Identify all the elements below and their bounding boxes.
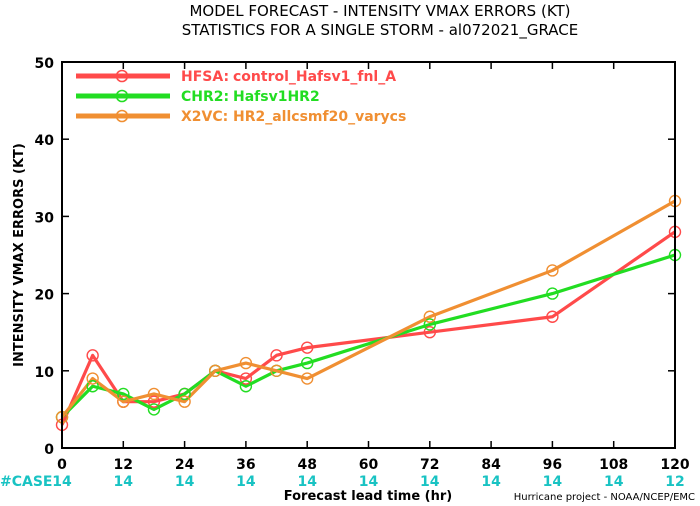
data-point-x2vc — [270, 364, 283, 377]
series-line-x2vc — [60, 199, 676, 419]
x-tick-label: 96 — [543, 457, 562, 473]
legend-label-chr2: Hafsv1HR2 — [233, 89, 320, 105]
x-tick-label: 36 — [236, 457, 255, 473]
chart-title: MODEL FORECAST - INTENSITY VMAX ERRORS (… — [189, 2, 570, 20]
case-count: 14 — [297, 474, 317, 490]
legend-label-x2vc: HR2_allcsmf20_varycs — [233, 109, 406, 125]
x-tick-label: 72 — [420, 457, 439, 473]
data-point-hfsa — [301, 341, 314, 354]
x-tick-label: 12 — [114, 457, 133, 473]
x-tick-label: 108 — [599, 457, 628, 473]
credit-text: Hurricane project - NOAA/NCEP/EMC — [514, 492, 695, 503]
x-tick-label: 48 — [297, 457, 316, 473]
data-point-x2vc — [239, 356, 253, 370]
data-point-x2vc — [546, 264, 559, 277]
y-tick-label: 40 — [35, 133, 55, 149]
legend-item-x2vc: X2VC: HR2_allcsmf20_varycs — [76, 109, 406, 125]
legend-marker-x2vc — [115, 109, 129, 123]
legend-marker-chr2 — [115, 89, 129, 103]
x-tick-label: 84 — [481, 457, 501, 473]
legend-label-hfsa: control_Hafsv1_fnl_A — [233, 69, 396, 85]
data-point-hfsa — [270, 349, 283, 362]
y-tick-label: 30 — [35, 210, 55, 226]
case-count: 12 — [665, 474, 684, 490]
legend-name-chr2: CHR2: — [181, 89, 229, 105]
chart-subtitle: STATISTICS FOR A SINGLE STORM - al072021… — [182, 21, 578, 40]
x-tick-label: 24 — [175, 457, 195, 473]
case-count: 14 — [114, 474, 134, 490]
x-axis-label: Forecast lead time (hr) — [284, 489, 452, 504]
data-point-chr2 — [117, 387, 130, 401]
data-point-x2vc — [147, 387, 161, 401]
data-point-x2vc — [301, 372, 314, 385]
x-tick-label: 120 — [660, 457, 689, 473]
legend-name-x2vc: X2VC: — [181, 109, 228, 125]
data-point-x2vc — [86, 372, 99, 385]
data-point-chr2 — [301, 356, 314, 370]
case-count: 14 — [52, 474, 72, 490]
legend-item-chr2: CHR2: Hafsv1HR2 — [76, 89, 320, 105]
y-tick-label: 0 — [44, 442, 54, 458]
case-count: 14 — [604, 474, 624, 490]
data-point-hfsa — [239, 372, 253, 385]
data-point-x2vc — [423, 310, 436, 323]
data-point-chr2 — [239, 380, 253, 393]
data-point-x2vc — [178, 395, 191, 408]
y-tick-label: 10 — [35, 365, 55, 381]
case-label: #CASE — [0, 474, 53, 490]
case-count: 14 — [420, 474, 440, 490]
legend-name-hfsa: HFSA: — [181, 69, 229, 85]
data-point-x2vc — [209, 364, 222, 377]
case-count: 14 — [175, 474, 195, 490]
data-point-hfsa — [423, 326, 436, 339]
x-tick-label: 0 — [57, 457, 67, 473]
case-count: 14 — [359, 474, 379, 490]
case-count: 14 — [236, 474, 256, 490]
data-point-hfsa — [86, 349, 99, 362]
data-point-x2vc — [117, 395, 130, 408]
case-count: 14 — [481, 474, 501, 490]
data-point-chr2 — [147, 403, 161, 416]
legend-item-hfsa: HFSA: control_Hafsv1_fnl_A — [76, 69, 396, 85]
y-tick-label: 20 — [35, 288, 55, 304]
data-point-hfsa — [546, 310, 559, 323]
data-point-chr2 — [178, 387, 191, 401]
y-axis-label: INTENSITY VMAX ERRORS (KT) — [12, 143, 27, 367]
y-tick-label: 50 — [35, 56, 55, 72]
data-point-chr2 — [546, 287, 559, 300]
case-count: 14 — [543, 474, 563, 490]
x-tick-label: 60 — [359, 457, 379, 473]
data-point-hfsa — [147, 395, 161, 408]
data-point-chr2 — [423, 318, 436, 331]
data-point-chr2 — [86, 380, 99, 393]
legend-marker-hfsa — [115, 69, 129, 83]
